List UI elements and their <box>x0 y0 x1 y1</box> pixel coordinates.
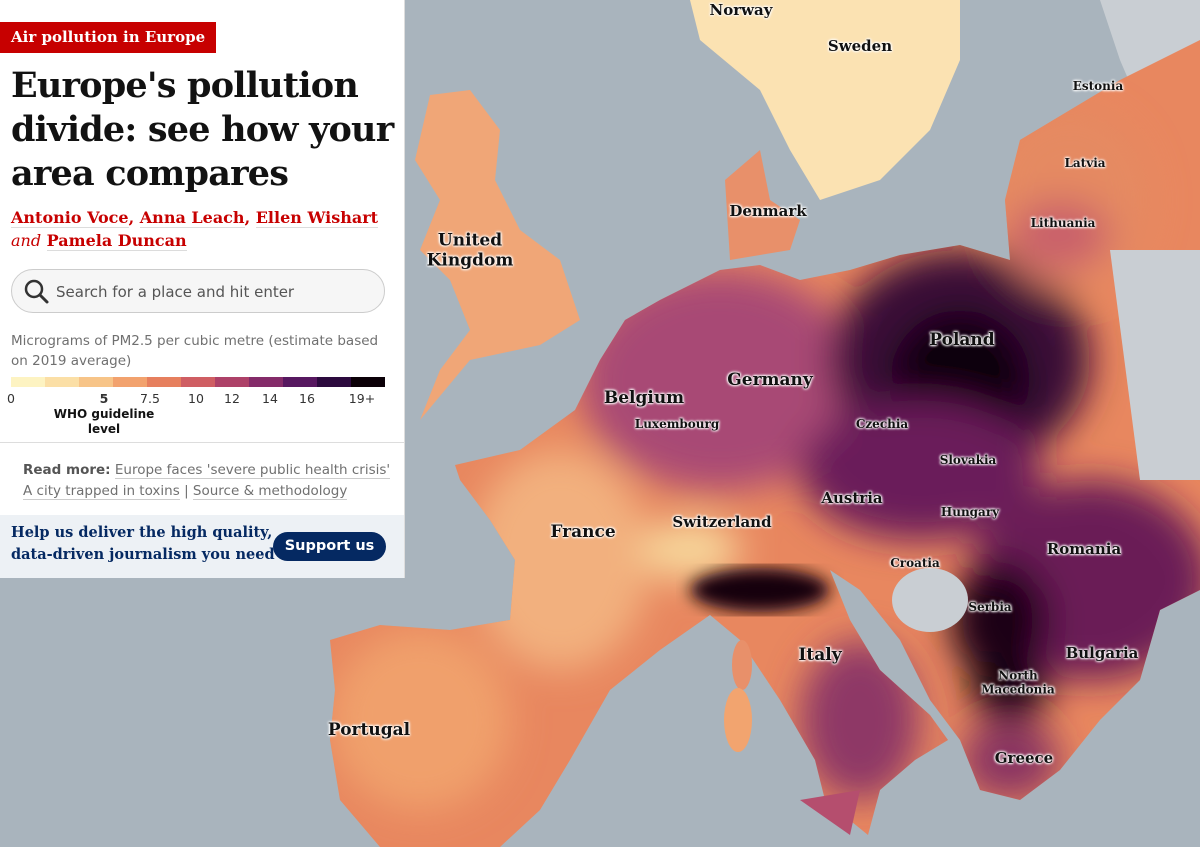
author[interactable]: Anna Leach <box>139 208 245 228</box>
legend-tick: 19+ <box>348 391 376 406</box>
legend-caption: Micrograms of PM2.5 per cubic metre (est… <box>11 333 379 369</box>
country-label: Norway <box>709 1 773 19</box>
legend-swatch <box>113 377 147 387</box>
legend-swatch <box>317 377 351 387</box>
country-label: Latvia <box>1064 155 1106 170</box>
legend-tick: 12 <box>224 391 240 406</box>
legend-swatch <box>215 377 249 387</box>
link[interactable]: Source & methodology <box>192 483 348 500</box>
legend-swatch <box>79 377 113 387</box>
country-label: Romania <box>1046 540 1122 558</box>
great-britain <box>415 90 580 420</box>
country-label: Serbia <box>968 599 1012 614</box>
support-button[interactable]: Support us <box>273 532 386 561</box>
country-label: Slovakia <box>939 452 997 467</box>
sardinia <box>724 688 752 752</box>
country-label: Sweden <box>827 37 893 55</box>
info-panel: Air pollution in Europe Europe's polluti… <box>0 0 405 578</box>
country-label: Germany <box>727 369 813 390</box>
legend-swatch <box>45 377 79 387</box>
country-label: Estonia <box>1072 78 1124 93</box>
support-banner: Help us deliver the high quality, data-d… <box>0 515 404 578</box>
country-label: Belgium <box>603 387 685 408</box>
legend-tick: 14 <box>262 391 278 406</box>
country-label: Portugal <box>327 719 411 740</box>
author[interactable]: Pamela Duncan <box>46 231 187 251</box>
country-label: Croatia <box>890 555 940 570</box>
search-box[interactable]: Search for a place and hit enter <box>11 269 385 313</box>
link[interactable]: Europe faces 'severe public health crisi… <box>114 462 391 479</box>
country-label: Denmark <box>729 202 807 220</box>
read-more-label: Read more: <box>23 462 111 478</box>
legend-tick: 7.5 <box>140 391 160 406</box>
legend-swatch <box>283 377 317 387</box>
separator: , <box>128 208 135 227</box>
non-eu-land <box>1110 250 1200 480</box>
search-placeholder: Search for a place and hit enter <box>56 283 295 301</box>
search-icon <box>24 279 49 304</box>
sicily <box>800 790 860 835</box>
country-label: Austria <box>821 489 883 507</box>
legend-tick: 16 <box>299 391 315 406</box>
legend-swatch <box>351 377 385 387</box>
separator: , <box>244 208 251 227</box>
read-more: Read more: Europe faces 'severe public h… <box>23 460 393 502</box>
country-label: Hungary <box>940 504 1000 519</box>
headline: Europe's pollution divide: see how your … <box>11 65 394 194</box>
divider <box>0 442 404 443</box>
legend-tick: 10 <box>188 391 204 406</box>
guideline-label: WHO guideline level <box>53 407 155 436</box>
corsica <box>732 640 752 690</box>
author[interactable]: Antonio Voce <box>11 208 129 228</box>
link[interactable]: A city trapped in toxins <box>23 483 180 500</box>
legend-tick: 5 <box>99 391 109 406</box>
separator: | <box>184 483 189 499</box>
country-label: France <box>550 521 616 542</box>
legend-scale <box>11 377 385 387</box>
country-label: Greece <box>994 749 1054 767</box>
legend-swatch <box>181 377 215 387</box>
legend-swatch <box>249 377 283 387</box>
byline: Antonio Voce, Anna Leach, Ellen Wishart … <box>11 206 396 252</box>
support-text: Help us deliver the high quality, data-d… <box>11 524 275 563</box>
country-label: Italy <box>798 644 842 665</box>
denmark <box>725 150 800 260</box>
non-eu-land <box>892 568 968 632</box>
country-label: Poland <box>929 329 995 350</box>
legend-swatch <box>147 377 181 387</box>
legend-swatch <box>11 377 45 387</box>
country-label: Lithuania <box>1030 215 1096 230</box>
country-label: Switzerland <box>672 513 772 531</box>
country-label: Bulgaria <box>1065 644 1139 662</box>
country-label: Luxembourg <box>634 416 720 431</box>
kicker[interactable]: Air pollution in Europe <box>0 22 217 53</box>
scandinavia <box>690 0 960 200</box>
conjunction: and <box>11 231 42 250</box>
country-label: United Kingdom <box>426 230 514 271</box>
author[interactable]: Ellen Wishart <box>255 208 379 228</box>
country-label: Czechia <box>855 416 909 431</box>
country-label: North Macedonia <box>981 668 1055 697</box>
legend-tick: 0 <box>7 391 15 406</box>
